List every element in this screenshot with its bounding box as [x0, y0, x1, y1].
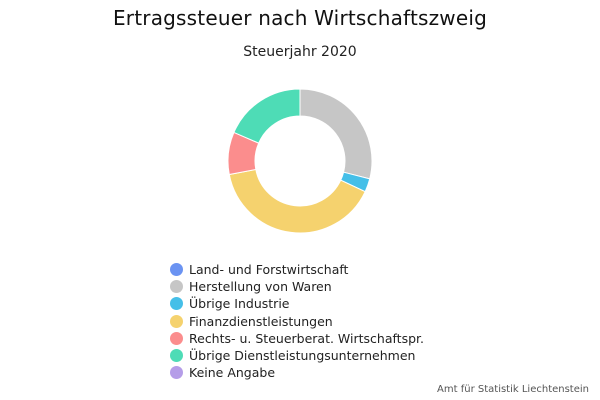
source-credit: Amt für Statistik Liechtenstein [437, 384, 589, 395]
legend-item-keine-angabe[interactable]: Keine Angabe [170, 364, 424, 381]
legend-item-brige-dienstleistungsunternehmen[interactable]: Übrige Dienstleistungsunternehmen [170, 347, 424, 364]
legend-item-finanzdienstleistungen[interactable]: Finanzdienstleistungen [170, 313, 424, 330]
legend-dot-icon [170, 366, 183, 380]
legend-label: Finanzdienstleistungen [189, 313, 333, 329]
legend-dot-icon [170, 349, 183, 363]
legend-dot-icon [170, 314, 183, 328]
legend-dot-icon [170, 297, 183, 311]
legend-label: Rechts- u. Steuerberat. Wirtschaftspr. [189, 330, 424, 346]
legend-dot-icon [170, 331, 183, 345]
legend-label: Keine Angabe [189, 365, 276, 381]
legend-item-herstellung-von-waren[interactable]: Herstellung von Waren [170, 278, 424, 295]
legend-label: Übrige Industrie [189, 296, 290, 312]
chart-title: Ertragssteuer nach Wirtschaftszweig [112, 6, 488, 30]
chart-subtitle: Steuerjahr 2020 [243, 44, 357, 60]
legend-dot-icon [170, 280, 183, 294]
slice-finanzdienstleistungen[interactable] [228, 168, 366, 234]
legend-item-brige-industrie[interactable]: Übrige Industrie [170, 295, 424, 312]
legend-item-rechts-u-steuerberat-wirtschaftspr[interactable]: Rechts- u. Steuerberat. Wirtschaftspr. [170, 330, 424, 347]
legend-label: Herstellung von Waren [189, 279, 332, 295]
slice-herstellung-von-waren[interactable] [299, 88, 373, 180]
legend-label: Übrige Dienstleistungsunternehmen [189, 348, 416, 364]
legend-dot-icon [170, 263, 183, 277]
legend-label: Land- und Forstwirtschaft [189, 262, 349, 278]
slice-brige-dienstleistungsunternehmen[interactable] [233, 88, 301, 144]
chart-legend: Land- und Forstwirtschaft Herstellung von… [170, 261, 424, 381]
legend-item-land-und-forstwirtschaft[interactable]: Land- und Forstwirtschaft [170, 261, 424, 278]
